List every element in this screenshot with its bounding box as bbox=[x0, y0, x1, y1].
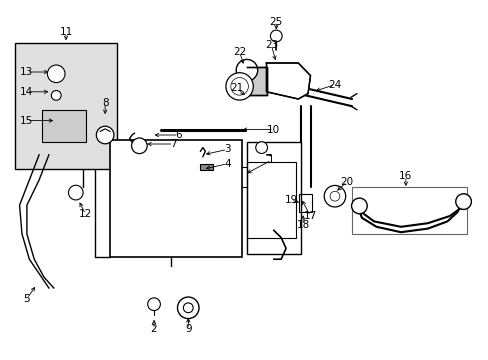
Text: 14: 14 bbox=[20, 87, 34, 97]
Bar bbox=[246, 162, 295, 238]
Text: 12: 12 bbox=[79, 209, 92, 219]
Bar bbox=[41, 110, 85, 142]
Circle shape bbox=[230, 78, 248, 95]
Circle shape bbox=[236, 59, 257, 81]
Text: 17: 17 bbox=[303, 211, 317, 221]
Bar bbox=[15, 43, 117, 169]
Circle shape bbox=[351, 198, 366, 214]
Circle shape bbox=[96, 126, 114, 144]
Text: 4: 4 bbox=[224, 159, 230, 169]
Bar bbox=[246, 142, 300, 254]
Circle shape bbox=[270, 30, 282, 42]
Text: 20: 20 bbox=[340, 177, 353, 187]
Circle shape bbox=[51, 90, 61, 100]
Polygon shape bbox=[266, 63, 310, 99]
Text: 3: 3 bbox=[224, 144, 230, 154]
Bar bbox=[110, 140, 242, 257]
Text: 2: 2 bbox=[150, 324, 157, 334]
Circle shape bbox=[329, 191, 339, 201]
Text: 6: 6 bbox=[175, 130, 182, 140]
Text: 23: 23 bbox=[264, 40, 278, 50]
Bar bbox=[351, 187, 466, 234]
Text: 10: 10 bbox=[267, 125, 280, 135]
Circle shape bbox=[131, 138, 147, 154]
Text: 5: 5 bbox=[23, 294, 30, 304]
Bar bbox=[200, 164, 212, 170]
Text: 1: 1 bbox=[267, 155, 274, 165]
Text: 18: 18 bbox=[296, 220, 309, 230]
Circle shape bbox=[147, 298, 160, 311]
Text: 15: 15 bbox=[20, 116, 34, 126]
Text: 11: 11 bbox=[59, 27, 73, 37]
Text: 22: 22 bbox=[232, 47, 246, 57]
Text: 25: 25 bbox=[269, 17, 283, 27]
Text: 19: 19 bbox=[284, 195, 297, 205]
Text: 21: 21 bbox=[230, 83, 244, 93]
Bar bbox=[299, 194, 311, 212]
Circle shape bbox=[183, 303, 193, 313]
Circle shape bbox=[225, 73, 253, 100]
Circle shape bbox=[255, 142, 267, 153]
Circle shape bbox=[47, 65, 65, 82]
Text: 9: 9 bbox=[184, 324, 191, 334]
Text: 24: 24 bbox=[327, 80, 341, 90]
Text: 7: 7 bbox=[170, 139, 177, 149]
Circle shape bbox=[177, 297, 199, 319]
Polygon shape bbox=[246, 67, 266, 95]
Circle shape bbox=[68, 185, 83, 200]
Text: 16: 16 bbox=[398, 171, 412, 181]
Text: 13: 13 bbox=[20, 67, 34, 77]
Circle shape bbox=[324, 185, 345, 207]
Circle shape bbox=[455, 194, 470, 210]
Text: 8: 8 bbox=[102, 98, 108, 108]
